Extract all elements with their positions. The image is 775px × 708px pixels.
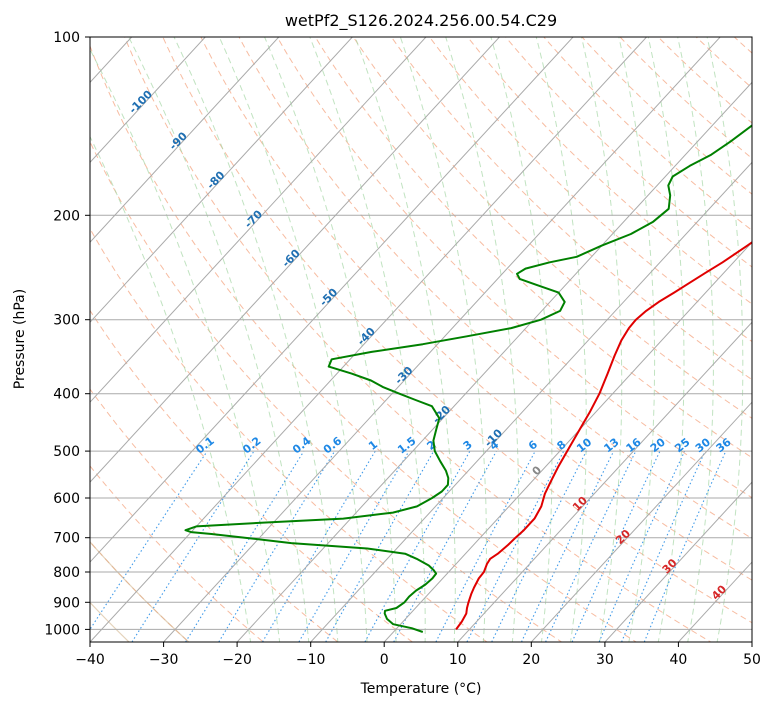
dry-adiabat-line — [619, 37, 752, 159]
x-tick-label: 40 — [669, 652, 687, 668]
x-axis-label: Temperature (°C) — [360, 681, 482, 697]
y-tick-label: 900 — [53, 595, 80, 611]
mixing-ratio-line — [218, 450, 336, 642]
x-tick-label: −40 — [75, 652, 105, 668]
y-tick-label: 100 — [53, 30, 80, 46]
isotherm-line — [604, 481, 752, 642]
mixing-ratio-lines — [90, 450, 727, 642]
dry-adiabat-line — [90, 140, 563, 642]
x-tick-label: 50 — [743, 652, 761, 668]
y-tick-label: 300 — [53, 313, 80, 329]
isotherm-line — [530, 401, 752, 642]
dry-adiabat-line — [238, 37, 752, 540]
dry-adiabat-line — [162, 37, 752, 624]
moist-adiabat-line — [90, 135, 252, 642]
dry-adiabat-line — [581, 37, 752, 195]
dry-adiabat-line — [543, 37, 752, 231]
dewpoint-profile-line — [184, 124, 752, 633]
isotherm-line — [90, 37, 427, 403]
isotherms — [90, 37, 752, 642]
x-tick-label: 20 — [522, 652, 540, 668]
y-tick-label: 1000 — [44, 622, 80, 638]
mixing-ratio-line — [185, 450, 305, 642]
mixing-ratio-line — [621, 450, 706, 642]
plot-area: 0.1 0.2 0.4 0.6 1 1.5 2 3 4 6 8 10 13 16 20 25 30 36-100-… — [90, 37, 752, 642]
dry-adiabat-line — [276, 37, 752, 499]
tan-curve — [90, 540, 190, 642]
moist-adiabat-line — [309, 37, 426, 642]
dry-adiabat-line — [90, 388, 339, 642]
isotherm-line — [310, 161, 752, 642]
mixing-ratio-line — [491, 450, 587, 642]
mixing-ratio-line — [262, 450, 376, 642]
isotherm-line — [383, 241, 752, 642]
dry-adiabat-line — [90, 309, 414, 642]
y-tick-label: 700 — [53, 531, 80, 547]
moist-adiabat-line — [490, 37, 553, 642]
dry-adiabats — [90, 37, 752, 642]
plot-frame — [89, 36, 753, 643]
profile-series — [184, 124, 752, 633]
dry-adiabat-line — [352, 37, 752, 419]
isotherm-line — [457, 321, 752, 642]
isotherm-line — [90, 37, 280, 243]
moist-adiabat-line — [399, 37, 487, 642]
chart-title: wetPf2_S126.2024.256.00.54.C29 — [285, 11, 557, 31]
dry-adiabat-line — [390, 37, 752, 381]
isotherm-line — [236, 81, 752, 642]
moist-adiabat-line — [354, 37, 456, 642]
dry-adiabat-line — [90, 465, 265, 642]
dry-adiabat-line — [505, 37, 752, 268]
y-tick-label: 600 — [53, 491, 80, 507]
x-tick-label: −30 — [149, 652, 179, 668]
x-tick-label: −20 — [222, 652, 252, 668]
y-tick-label: 500 — [53, 444, 80, 460]
moist-adiabat-line — [173, 37, 339, 642]
mixing-ratio-line — [643, 450, 727, 642]
moist-adiabat-line — [535, 37, 587, 642]
mixing-ratio-line — [393, 450, 497, 642]
y-tick-label: 800 — [53, 565, 80, 581]
mixing-ratio-line — [298, 450, 410, 642]
isotherm-line — [90, 37, 354, 323]
mixing-ratio-line — [325, 450, 435, 642]
dry-adiabat-line — [124, 37, 712, 642]
isotherm-line — [90, 37, 206, 164]
moist-adiabat-line — [445, 37, 520, 642]
y-axis-label: Pressure (hPa) — [12, 289, 28, 389]
x-tick-label: −10 — [296, 652, 326, 668]
tan-curves — [90, 540, 190, 642]
temperature-profile-line — [455, 241, 752, 630]
mixing-ratio-line — [520, 450, 615, 642]
isotherm-line — [90, 37, 501, 483]
dry-adiabat-line — [90, 44, 638, 642]
y-axis-ticks: 1000 900 800 700 600 500 400 300 200 100 — [44, 30, 90, 638]
moist-adiabat-line — [90, 48, 281, 642]
y-tick-label: 200 — [53, 208, 80, 224]
isotherm-line — [162, 37, 721, 642]
x-axis-ticks: −40 −30 −20 −10 0 10 20 30 40 50 — [75, 642, 761, 668]
x-tick-label: 10 — [449, 652, 467, 668]
mixing-ratio-line — [364, 450, 471, 642]
isotherm-line — [90, 37, 648, 642]
mixing-ratio-line — [571, 450, 661, 642]
mixing-ratio-line — [545, 450, 637, 642]
moist-adiabat-line — [264, 37, 397, 642]
moist-adiabat-line — [128, 37, 310, 642]
mixing-ratio-line — [598, 450, 686, 642]
y-tick-label: 400 — [53, 387, 80, 403]
isotherm-line — [90, 37, 574, 563]
x-tick-label: 30 — [596, 652, 614, 668]
mixing-ratio-line — [131, 450, 255, 642]
x-tick-label: 0 — [380, 652, 389, 668]
dry-adiabat-line — [200, 37, 752, 581]
